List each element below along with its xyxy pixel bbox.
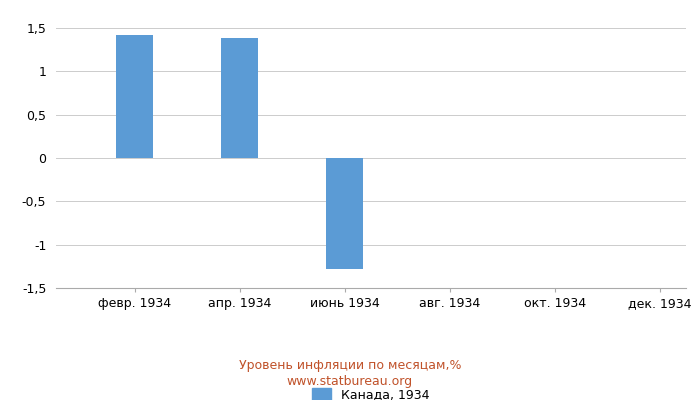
Bar [221,38,258,158]
Text: Уровень инфляции по месяцам,%: Уровень инфляции по месяцам,% [239,360,461,372]
Bar [116,35,153,158]
Bar [326,158,363,269]
Text: www.statbureau.org: www.statbureau.org [287,376,413,388]
Legend: Канада, 1934: Канада, 1934 [312,388,430,400]
